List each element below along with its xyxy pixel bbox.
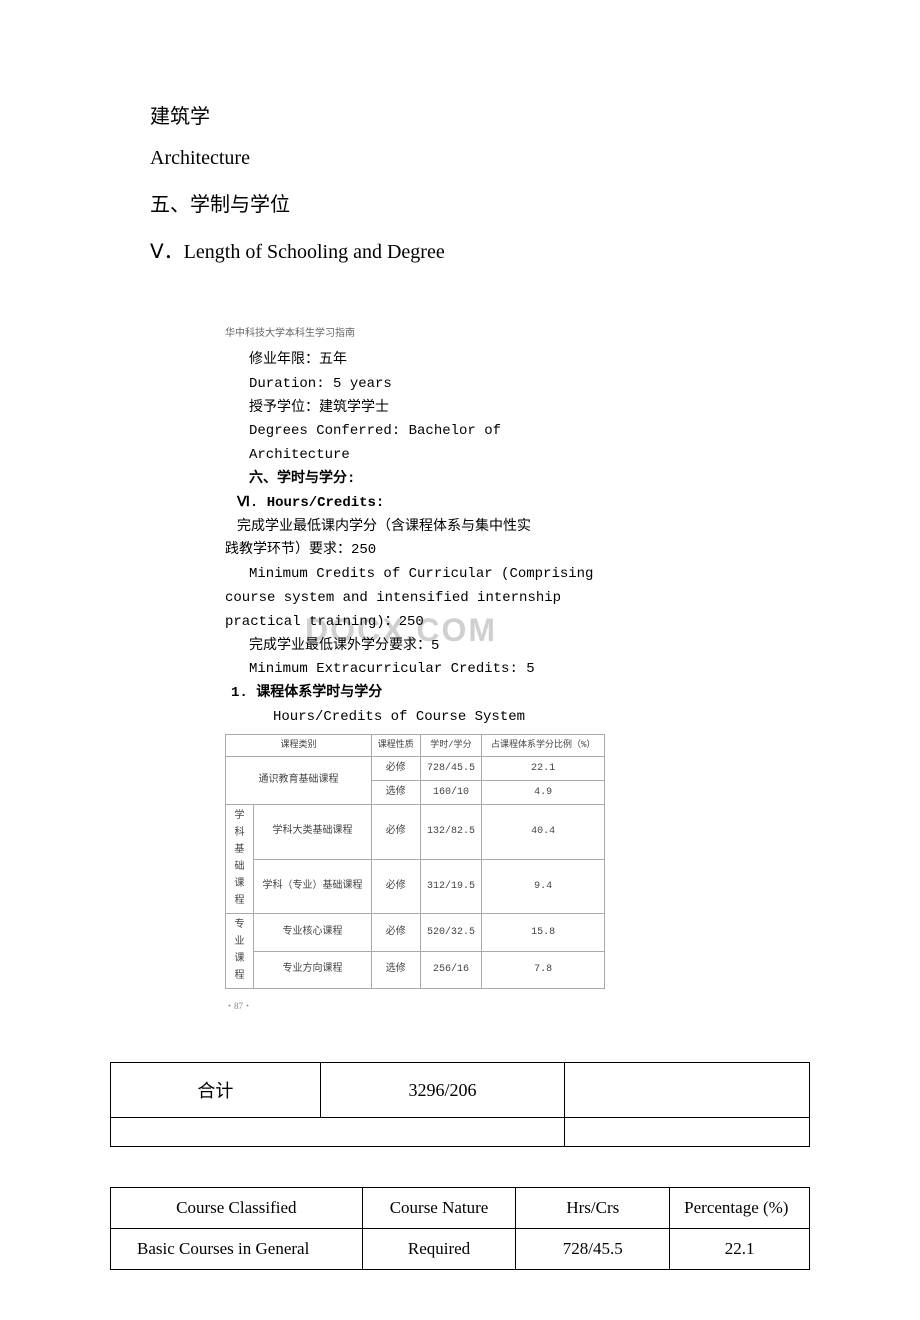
table-row: Basic Courses in General Required 728/45… bbox=[111, 1229, 810, 1270]
degree-en-1: Degrees Conferred: Bachelor of bbox=[225, 420, 605, 444]
th-nature: Course Nature bbox=[362, 1188, 516, 1229]
course-classified-table: Course Classified Course Nature Hrs/Crs … bbox=[110, 1187, 810, 1270]
subsection1-cn: 1. 课程体系学时与学分 bbox=[225, 682, 605, 706]
th-classified: Course Classified bbox=[111, 1188, 363, 1229]
cell-empty bbox=[565, 1118, 810, 1147]
section6-en: Ⅵ. Hours/Credits: bbox=[225, 492, 605, 516]
cell: 必修 bbox=[371, 859, 420, 914]
cell: 132/82.5 bbox=[420, 805, 482, 860]
cell: 必修 bbox=[371, 757, 420, 781]
cell-group: 专业课程 bbox=[226, 914, 254, 989]
degree-cn: 授予学位：建筑学学士 bbox=[225, 397, 605, 421]
title-cn: 建筑学 bbox=[150, 100, 770, 129]
cell-pct: 22.1 bbox=[670, 1229, 810, 1270]
cell: 40.4 bbox=[482, 805, 605, 860]
duration-cn: 修业年限：五年 bbox=[225, 349, 605, 373]
extra-credit-cn: 完成学业最低课外学分要求：5 bbox=[225, 635, 605, 659]
cell: 728/45.5 bbox=[420, 757, 482, 781]
th-nature: 课程性质 bbox=[371, 734, 420, 756]
th-hrs: 学时/学分 bbox=[420, 734, 482, 756]
table-row: 通识教育基础课程 必修 728/45.5 22.1 bbox=[226, 757, 605, 781]
cell-total-value: 3296/206 bbox=[320, 1063, 565, 1118]
cell: 专业方向课程 bbox=[254, 951, 372, 989]
embedded-page-image: 华中科技大学本科生学习指南 修业年限：五年 Duration: 5 years … bbox=[205, 304, 625, 1022]
min-credit-cn-2: 践教学环节）要求：250 bbox=[225, 539, 605, 563]
cell: 160/10 bbox=[420, 781, 482, 805]
cell-total-label: 合计 bbox=[111, 1063, 321, 1118]
total-table: 合计 3296/206 bbox=[110, 1062, 810, 1147]
min-credit-en-1: Minimum Credits of Curricular (Comprisin… bbox=[225, 563, 605, 587]
table-row bbox=[111, 1118, 810, 1147]
cell: 必修 bbox=[371, 805, 420, 860]
th-hrscrs: Hrs/Crs bbox=[516, 1188, 670, 1229]
page-number: ・87・ bbox=[225, 999, 605, 1012]
cell: 专业核心课程 bbox=[254, 914, 372, 952]
cell-group: 学科基础课程 bbox=[226, 805, 254, 914]
table-row: 专业课程 专业核心课程 必修 520/32.5 15.8 bbox=[226, 914, 605, 952]
table-row: 课程类别 课程性质 学时/学分 占课程体系学分比例（%） bbox=[226, 734, 605, 756]
cell: 520/32.5 bbox=[420, 914, 482, 952]
cell-empty bbox=[565, 1063, 810, 1118]
th-category: 课程类别 bbox=[226, 734, 372, 756]
min-credit-en-2: course system and intensified internship bbox=[225, 587, 605, 611]
cell-classified: Basic Courses in General bbox=[111, 1229, 363, 1270]
cell: 选修 bbox=[371, 951, 420, 989]
cell-nature: Required bbox=[362, 1229, 516, 1270]
section-cn: 五、学制与学位 bbox=[150, 188, 770, 217]
min-credit-cn-1: 完成学业最低课内学分（含课程体系与集中性实 bbox=[225, 516, 605, 540]
degree-en-2: Architecture bbox=[225, 444, 605, 468]
min-credit-en-3: practical training)：250 bbox=[225, 614, 424, 630]
table-row: 学科（专业）基础课程 必修 312/19.5 9.4 bbox=[226, 859, 605, 914]
section6-cn: 六、学时与学分: bbox=[225, 468, 605, 492]
cell: 15.8 bbox=[482, 914, 605, 952]
cell: 必修 bbox=[371, 914, 420, 952]
th-percentage: Percentage (%) bbox=[670, 1188, 810, 1229]
cell: 选修 bbox=[371, 781, 420, 805]
cell: 256/16 bbox=[420, 951, 482, 989]
table-row: 专业方向课程 选修 256/16 7.8 bbox=[226, 951, 605, 989]
cell: 学科（专业）基础课程 bbox=[254, 859, 372, 914]
inner-credits-table: 课程类别 课程性质 学时/学分 占课程体系学分比例（%） 通识教育基础课程 必修… bbox=[225, 734, 605, 989]
section-en: Ⅴ．Length of Schooling and Degree bbox=[150, 235, 770, 264]
inner-top-note: 华中科技大学本科生学习指南 bbox=[225, 324, 605, 339]
table-row: 合计 3296/206 bbox=[111, 1063, 810, 1118]
title-en: Architecture bbox=[150, 147, 770, 170]
cell: 学科大类基础课程 bbox=[254, 805, 372, 860]
cell: 7.8 bbox=[482, 951, 605, 989]
subsection1-en: Hours/Credits of Course System bbox=[225, 706, 605, 730]
cell: 通识教育基础课程 bbox=[226, 757, 372, 805]
extra-credit-en: Minimum Extracurricular Credits: 5 bbox=[225, 658, 605, 682]
table-row: 学科基础课程 学科大类基础课程 必修 132/82.5 40.4 bbox=[226, 805, 605, 860]
cell-empty bbox=[111, 1118, 565, 1147]
cell: 22.1 bbox=[482, 757, 605, 781]
table-row: Course Classified Course Nature Hrs/Crs … bbox=[111, 1188, 810, 1229]
cell: 4.9 bbox=[482, 781, 605, 805]
cell: 9.4 bbox=[482, 859, 605, 914]
cell: 312/19.5 bbox=[420, 859, 482, 914]
duration-en: Duration: 5 years bbox=[225, 373, 605, 397]
th-pct: 占课程体系学分比例（%） bbox=[482, 734, 605, 756]
cell-hrs: 728/45.5 bbox=[516, 1229, 670, 1270]
